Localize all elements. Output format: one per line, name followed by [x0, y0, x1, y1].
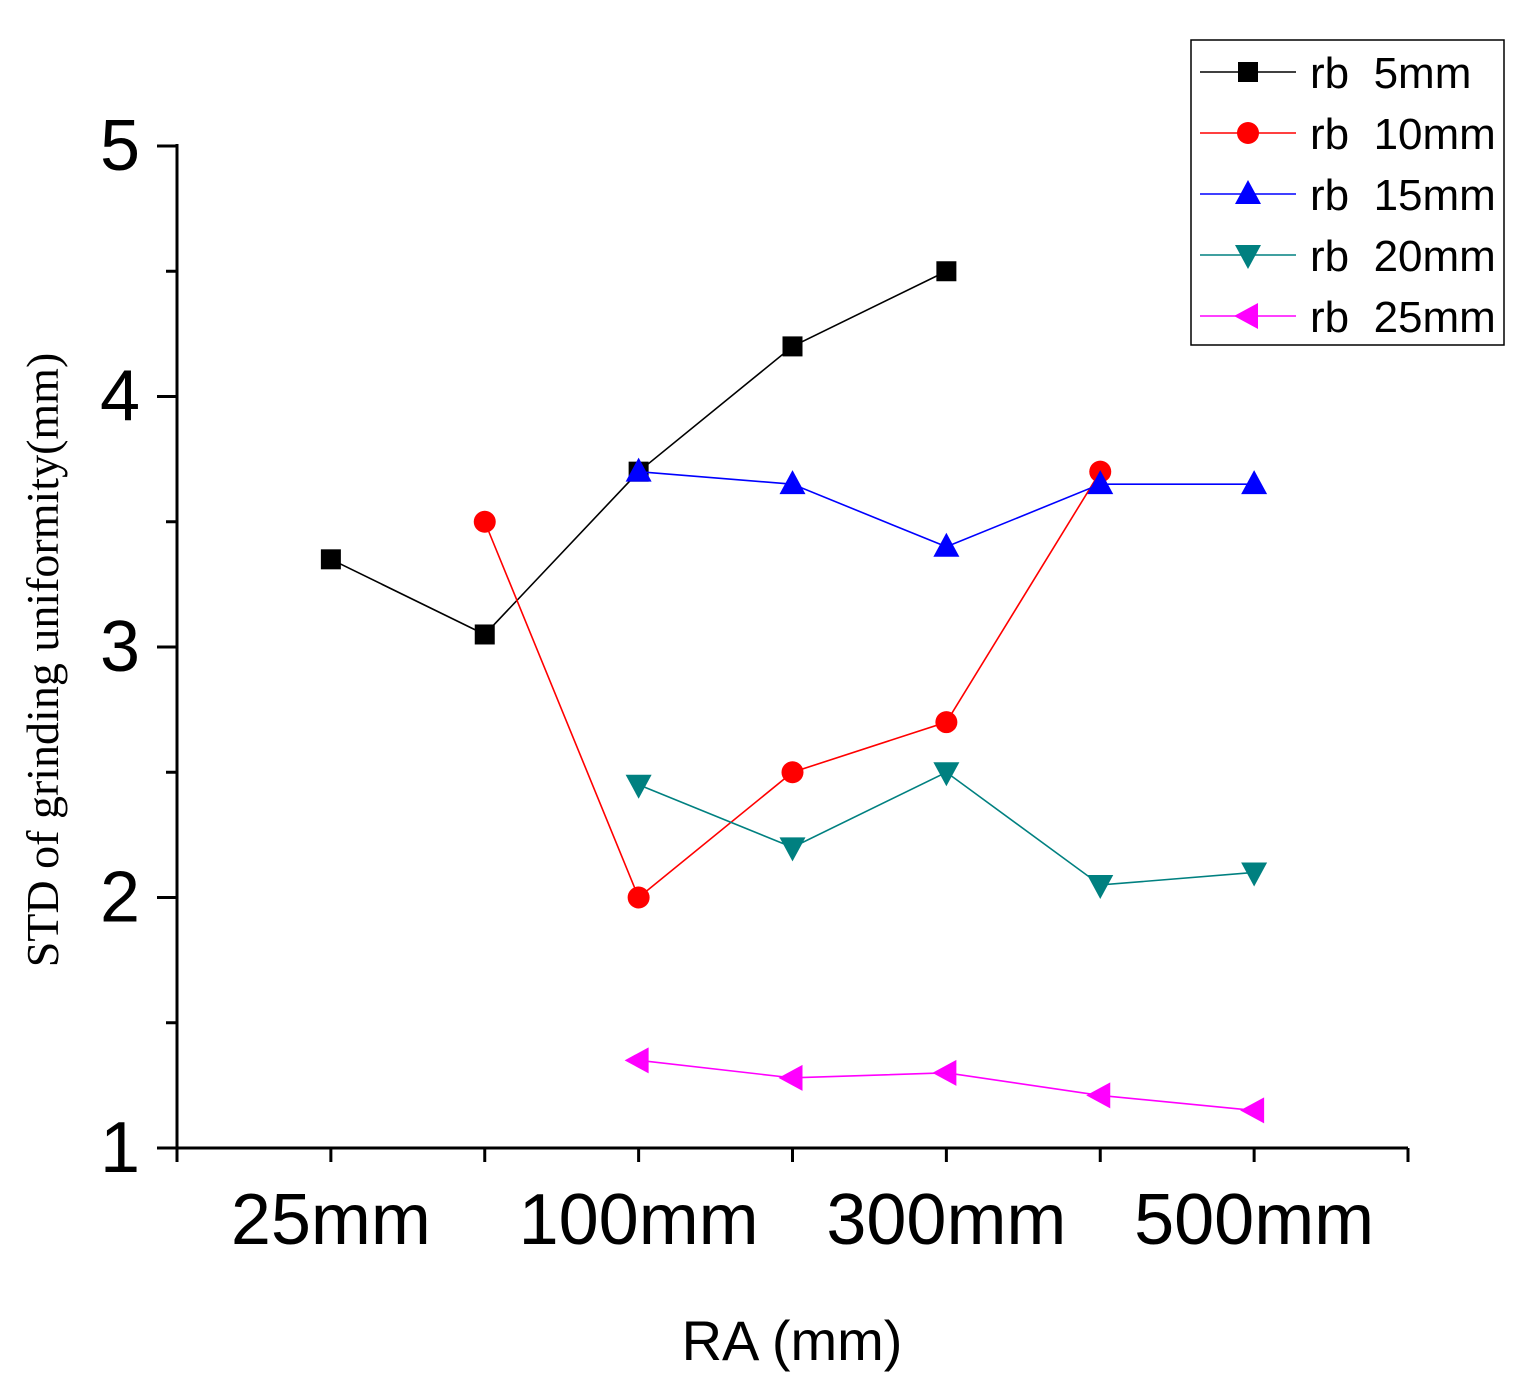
legend-label: rb 5mm — [1310, 49, 1471, 98]
data-point — [1241, 470, 1268, 495]
series-line — [484, 471, 1101, 899]
data-point — [474, 624, 495, 645]
data-point — [779, 837, 806, 862]
data-point — [781, 761, 804, 784]
legend: rb 5mm rb 10mm rb 15mm rb 20mm rb 25mm — [1190, 39, 1505, 346]
x-tick-label: 500mm — [1134, 1180, 1374, 1260]
y-axis-label: STD of grinding uniformity(mm) — [17, 353, 68, 968]
y-tick-label: 5 — [100, 106, 140, 186]
data-point — [933, 762, 960, 787]
axes: 1 2 3 4 5 25mm 100mm 300mm 500mm — [100, 106, 1410, 1260]
legend-marker — [1235, 180, 1261, 204]
x-tick-label: 25mm — [231, 1180, 431, 1260]
x-axis-label: RA (mm) — [682, 1309, 903, 1372]
series-line — [330, 270, 947, 636]
data-point — [1087, 470, 1114, 495]
data-point — [782, 336, 803, 357]
series-layer — [320, 261, 1268, 1124]
legend-marker — [1237, 122, 1259, 144]
data-point — [627, 886, 650, 909]
y-tick-label: 2 — [100, 858, 140, 938]
series-4 — [625, 762, 1268, 899]
legend-marker — [1238, 62, 1258, 82]
data-point — [1240, 1097, 1265, 1124]
y-tick-label: 3 — [100, 607, 140, 687]
data-point — [1087, 874, 1114, 899]
data-point — [473, 510, 496, 533]
data-point — [1241, 862, 1268, 887]
x-tick-label: 300mm — [826, 1180, 1066, 1260]
legend-label: rb 15mm — [1310, 171, 1496, 220]
data-point — [320, 549, 341, 570]
legend-label: rb 20mm — [1310, 232, 1496, 281]
series-5 — [624, 1047, 1265, 1124]
legend-label: rb 10mm — [1310, 110, 1496, 159]
series-1 — [320, 261, 957, 645]
data-point — [625, 774, 652, 799]
y-tick-label: 4 — [100, 357, 140, 437]
data-point — [779, 470, 806, 495]
data-point — [778, 1064, 803, 1091]
data-point — [935, 711, 958, 734]
data-point — [933, 532, 960, 557]
legend-marker — [1235, 245, 1261, 269]
data-point — [624, 1047, 649, 1074]
data-point — [936, 261, 957, 282]
y-tick-label: 1 — [100, 1108, 140, 1188]
series-3 — [625, 457, 1268, 557]
x-tick-label: 100mm — [519, 1180, 759, 1260]
series-2 — [473, 460, 1112, 909]
legend-label: rb 25mm — [1310, 293, 1496, 342]
series-line — [638, 771, 1255, 886]
legend-marker — [1234, 303, 1258, 329]
data-point — [1086, 1082, 1111, 1109]
data-point — [932, 1059, 957, 1086]
data-point — [625, 457, 652, 482]
